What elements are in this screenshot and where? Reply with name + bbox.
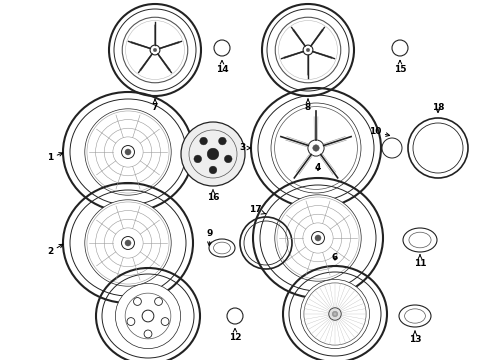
Circle shape: [194, 155, 201, 163]
Circle shape: [142, 310, 154, 322]
Circle shape: [134, 298, 141, 305]
Circle shape: [85, 109, 171, 195]
Circle shape: [153, 48, 157, 52]
Circle shape: [219, 137, 226, 145]
Circle shape: [122, 145, 134, 158]
Circle shape: [125, 240, 131, 246]
Text: 4: 4: [315, 163, 321, 172]
Circle shape: [271, 103, 361, 193]
Circle shape: [181, 122, 245, 186]
Text: 6: 6: [332, 253, 338, 262]
Text: 3: 3: [239, 144, 250, 153]
Circle shape: [155, 298, 163, 305]
Circle shape: [308, 140, 324, 156]
Circle shape: [315, 235, 321, 241]
Text: 7: 7: [152, 99, 158, 112]
Text: 14: 14: [216, 60, 228, 75]
Text: 18: 18: [432, 104, 444, 113]
Text: 17: 17: [249, 206, 266, 215]
Circle shape: [209, 166, 217, 174]
Text: 5: 5: [0, 359, 1, 360]
Text: 8: 8: [305, 99, 311, 112]
Circle shape: [306, 48, 310, 52]
Circle shape: [200, 137, 207, 145]
Text: 9: 9: [207, 229, 213, 246]
Circle shape: [115, 283, 181, 348]
Circle shape: [300, 279, 369, 348]
Text: 15: 15: [394, 60, 406, 75]
Circle shape: [313, 145, 319, 151]
Circle shape: [303, 45, 313, 55]
Circle shape: [275, 195, 361, 281]
Circle shape: [127, 318, 135, 325]
Circle shape: [312, 231, 324, 244]
Text: 12: 12: [229, 328, 241, 342]
Text: 11: 11: [414, 255, 426, 269]
Circle shape: [125, 149, 131, 155]
Text: 13: 13: [409, 331, 421, 345]
Circle shape: [150, 45, 160, 55]
Circle shape: [329, 308, 341, 320]
Circle shape: [332, 311, 338, 317]
Text: 2: 2: [47, 244, 63, 256]
Circle shape: [161, 318, 169, 325]
Text: 16: 16: [207, 189, 219, 202]
Text: 1: 1: [47, 153, 63, 162]
Circle shape: [144, 330, 152, 338]
Circle shape: [85, 200, 171, 286]
Text: 10: 10: [369, 127, 390, 136]
Circle shape: [207, 148, 219, 160]
Circle shape: [122, 237, 134, 249]
Circle shape: [224, 155, 232, 163]
